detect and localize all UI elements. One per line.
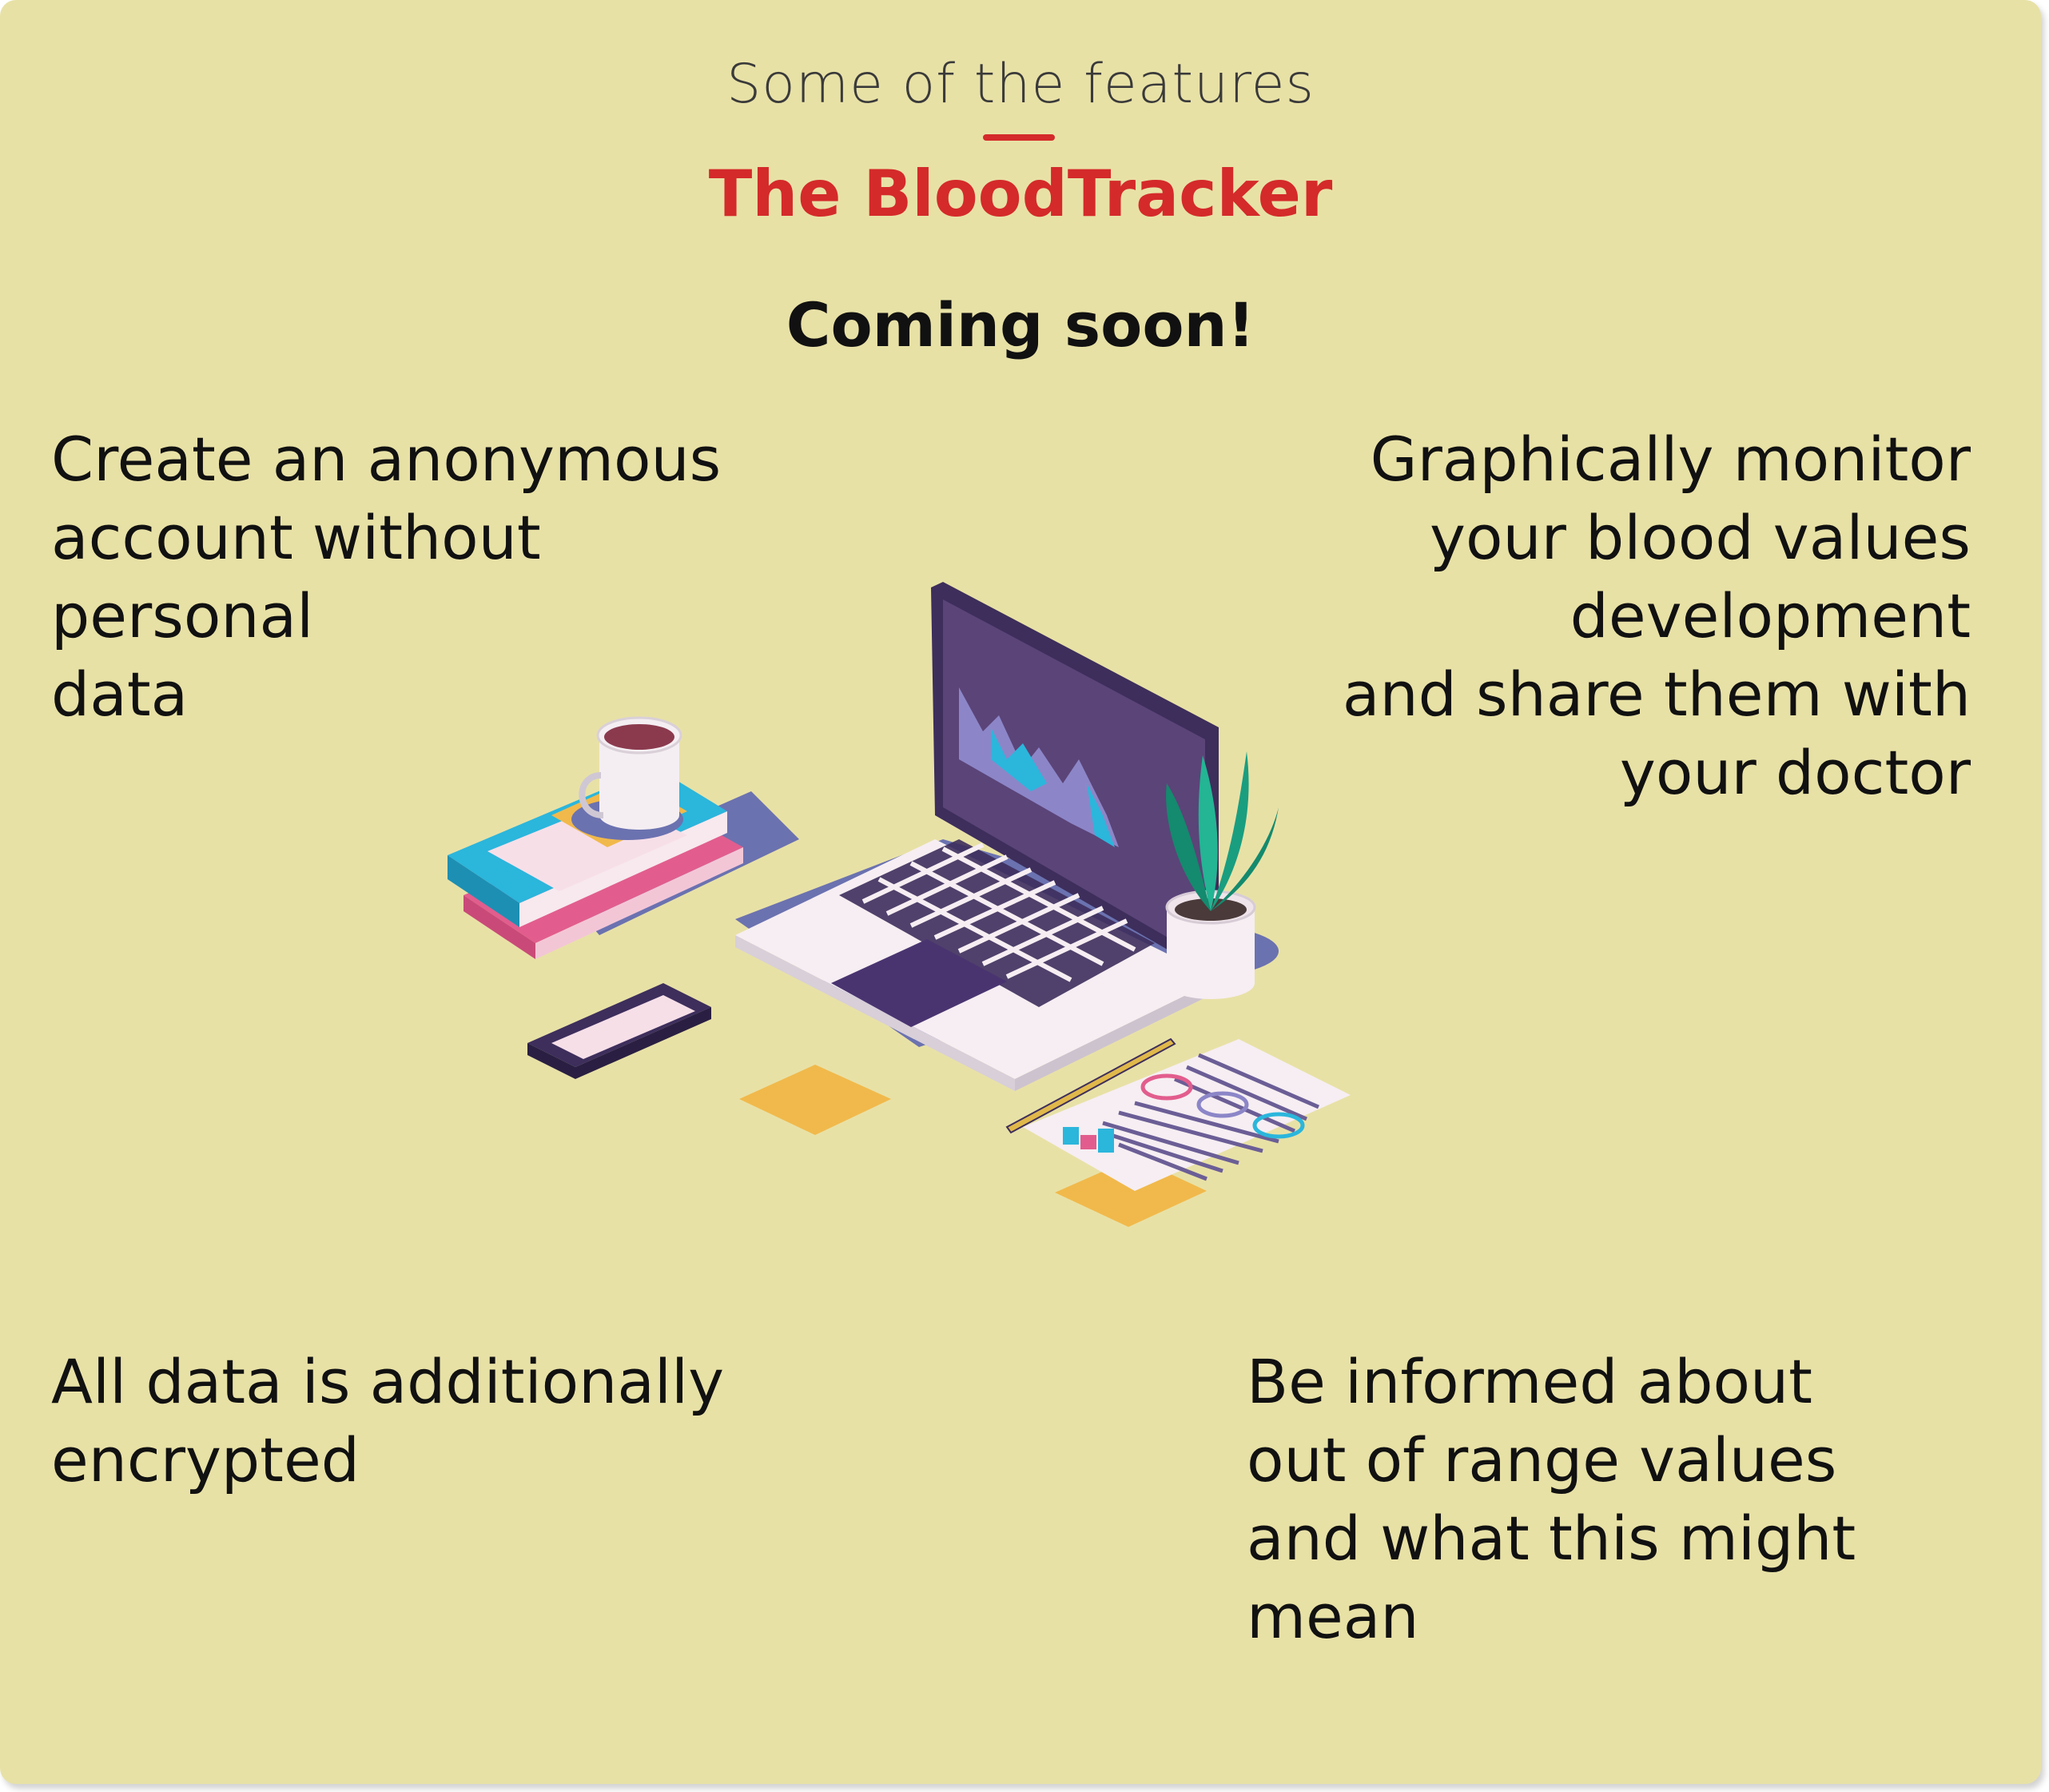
section-subtitle: Some of the features (726, 53, 1315, 116)
coming-soon-heading: Coming soon! (786, 289, 1255, 360)
accent-divider (983, 134, 1055, 141)
feature-anonymous-account: Create an anonymous account without pers… (51, 424, 722, 730)
feature-range-alerts: Be informed about out of range values an… (1247, 1346, 1856, 1652)
pencil-icon (1005, 1037, 1176, 1134)
coffee-cup-icon (571, 716, 683, 840)
books-stack-icon (448, 767, 743, 959)
sticky-note-icon (739, 1065, 891, 1135)
feature-encryption: All data is additionally encrypted (51, 1346, 725, 1495)
workspace-laptop-illustration (448, 582, 1351, 1227)
phone-icon (527, 983, 711, 1079)
feature-graphical-monitoring: Graphically monitor your blood values de… (1342, 424, 1971, 808)
report-document-icon (1023, 1039, 1351, 1191)
laptop-icon (735, 582, 1219, 1091)
brand-title: The BloodTracker (708, 157, 1333, 231)
plant-icon (1165, 751, 1279, 999)
